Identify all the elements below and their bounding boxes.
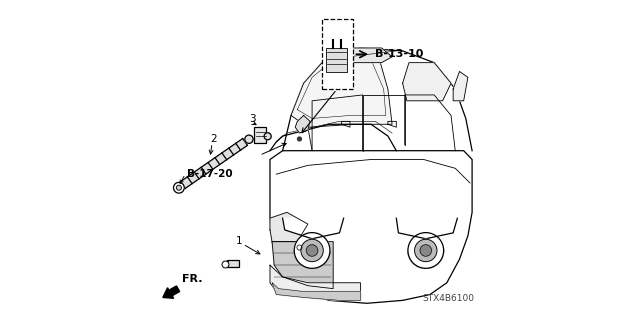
Text: 3: 3 [249, 114, 256, 124]
Circle shape [177, 185, 181, 190]
Text: FR.: FR. [182, 274, 202, 284]
Circle shape [298, 137, 301, 141]
Bar [321, 19, 353, 89]
Text: STX4B6100: STX4B6100 [422, 294, 474, 303]
Circle shape [245, 135, 253, 143]
Polygon shape [291, 51, 392, 127]
Polygon shape [272, 283, 360, 300]
Polygon shape [270, 151, 472, 303]
Polygon shape [270, 265, 360, 300]
Polygon shape [270, 212, 308, 242]
Text: 2: 2 [210, 134, 216, 144]
Polygon shape [272, 242, 333, 289]
Polygon shape [283, 218, 344, 239]
Polygon shape [295, 115, 310, 133]
Polygon shape [180, 138, 248, 189]
Polygon shape [396, 218, 458, 239]
Bar [223, 261, 227, 266]
Circle shape [408, 233, 444, 268]
Text: B-13-10: B-13-10 [375, 49, 423, 59]
Circle shape [297, 245, 302, 250]
Text: 1: 1 [236, 236, 242, 246]
Polygon shape [403, 63, 451, 101]
Circle shape [307, 245, 318, 256]
Bar [254, 127, 266, 143]
FancyArrow shape [163, 286, 180, 298]
Circle shape [420, 245, 431, 256]
Polygon shape [329, 48, 392, 63]
Circle shape [264, 133, 271, 140]
Circle shape [294, 233, 330, 268]
Polygon shape [453, 71, 468, 101]
Text: B-17-20: B-17-20 [187, 169, 232, 179]
Circle shape [301, 239, 323, 262]
Bar [227, 260, 239, 267]
Circle shape [415, 239, 437, 262]
Circle shape [173, 182, 184, 193]
Bar [326, 48, 348, 71]
